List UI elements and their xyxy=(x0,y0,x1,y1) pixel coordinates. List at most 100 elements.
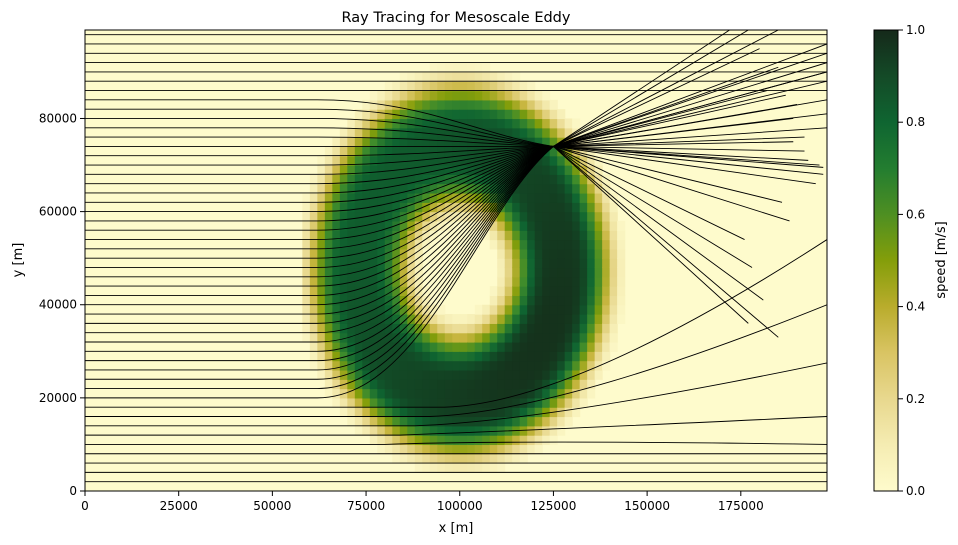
heatmap-cell xyxy=(347,155,356,166)
heatmap-cell xyxy=(354,379,363,390)
heatmap-cell xyxy=(527,202,536,213)
heatmap-cell xyxy=(437,314,446,324)
heatmap-cell xyxy=(587,211,596,222)
heatmap-cell xyxy=(452,314,461,324)
heatmap-cell xyxy=(407,239,416,250)
heatmap-cell xyxy=(497,379,506,390)
heatmap-cell xyxy=(384,351,393,362)
heatmap-cell xyxy=(377,174,386,185)
heatmap-cell xyxy=(594,332,603,343)
heatmap-cell xyxy=(489,379,498,390)
heatmap-cell xyxy=(527,211,536,222)
heatmap-cell xyxy=(452,379,461,390)
heatmap-cell xyxy=(392,332,401,343)
heatmap-cell xyxy=(459,314,468,324)
heatmap-cell xyxy=(309,202,318,213)
heatmap-cell xyxy=(482,425,491,436)
heatmap-cell xyxy=(354,118,363,129)
heatmap-cell xyxy=(452,71,461,82)
heatmap-cell xyxy=(482,444,491,455)
heatmap-cell xyxy=(339,239,348,250)
heatmap-cell xyxy=(557,369,566,380)
heatmap-cell xyxy=(489,99,498,110)
heatmap-cell xyxy=(474,146,483,157)
heatmap-cell xyxy=(317,183,326,194)
heatmap-cell xyxy=(444,407,453,418)
heatmap-cell xyxy=(339,267,348,278)
ray-path xyxy=(85,30,779,203)
heatmap-cell xyxy=(377,165,386,175)
heatmap-cell xyxy=(489,314,498,324)
heatmap-cell xyxy=(467,453,476,464)
heatmap-cell xyxy=(572,304,581,315)
heatmap-cell xyxy=(354,286,363,297)
heatmap-cell xyxy=(414,174,423,185)
heatmap-cell xyxy=(369,397,378,408)
heatmap-cell xyxy=(572,360,581,371)
heatmap-cell xyxy=(557,276,566,287)
heatmap-cell xyxy=(399,444,408,455)
heatmap-cell xyxy=(407,183,416,194)
heatmap-cell xyxy=(384,248,393,259)
heatmap-cell xyxy=(579,183,588,194)
heatmap-cell xyxy=(512,435,521,446)
heatmap-cell xyxy=(467,332,476,343)
heatmap-cell xyxy=(564,397,573,408)
heatmap-cell xyxy=(324,295,333,306)
heatmap-cell xyxy=(512,295,521,306)
heatmap-cell xyxy=(594,369,603,380)
heatmap-cell xyxy=(534,211,543,222)
heatmap-cell xyxy=(452,99,461,110)
heatmap-cell xyxy=(324,230,333,241)
heatmap-cell xyxy=(302,220,311,231)
heatmap-cell xyxy=(317,192,326,203)
heatmap-cell xyxy=(399,267,408,278)
heatmap-cell xyxy=(609,314,618,324)
heatmap-cell xyxy=(332,379,341,390)
heatmap-cell xyxy=(399,258,408,269)
heatmap-cell xyxy=(452,174,461,185)
heatmap-cell xyxy=(497,435,506,446)
heatmap-cell xyxy=(354,351,363,362)
heatmap-cell xyxy=(557,304,566,315)
heatmap-cell xyxy=(347,360,356,371)
heatmap-cell xyxy=(399,379,408,390)
heatmap-cell xyxy=(332,276,341,287)
heatmap-cell xyxy=(347,332,356,343)
heatmap-cell xyxy=(489,192,498,203)
heatmap-cell xyxy=(564,165,573,175)
heatmap-cell xyxy=(564,220,573,231)
heatmap-cell xyxy=(354,202,363,213)
heatmap-cell xyxy=(384,332,393,343)
heatmap-cell xyxy=(459,90,468,101)
heatmap-cell xyxy=(392,295,401,306)
heatmap-cell xyxy=(609,341,618,352)
heatmap-cell xyxy=(497,323,506,334)
heatmap-cell xyxy=(422,230,431,241)
heatmap-cell xyxy=(377,276,386,287)
heatmap-cell xyxy=(422,137,431,148)
heatmap-cell xyxy=(504,397,513,408)
heatmap-cell xyxy=(512,202,521,213)
heatmap-cell xyxy=(332,341,341,352)
heatmap-cell xyxy=(392,369,401,380)
heatmap-cell xyxy=(467,388,476,399)
heatmap-cell xyxy=(452,425,461,436)
ray-path xyxy=(85,239,827,408)
heatmap-cell xyxy=(369,295,378,306)
y-tick-label: 80000 xyxy=(39,111,77,125)
heatmap-cell xyxy=(362,146,371,157)
heatmap-cell xyxy=(549,341,558,352)
heatmap-cell xyxy=(369,332,378,343)
heatmap-cell xyxy=(354,304,363,315)
heatmap-cell xyxy=(362,351,371,362)
heatmap-cell xyxy=(369,202,378,213)
heatmap-cell xyxy=(602,174,611,185)
x-tick-label: 175000 xyxy=(718,499,764,513)
heatmap-cell xyxy=(564,323,573,334)
heatmap-cell xyxy=(384,295,393,306)
heatmap-cell xyxy=(572,174,581,185)
heatmap-cell xyxy=(414,397,423,408)
heatmap-cell xyxy=(557,295,566,306)
heatmap-cell xyxy=(317,369,326,380)
